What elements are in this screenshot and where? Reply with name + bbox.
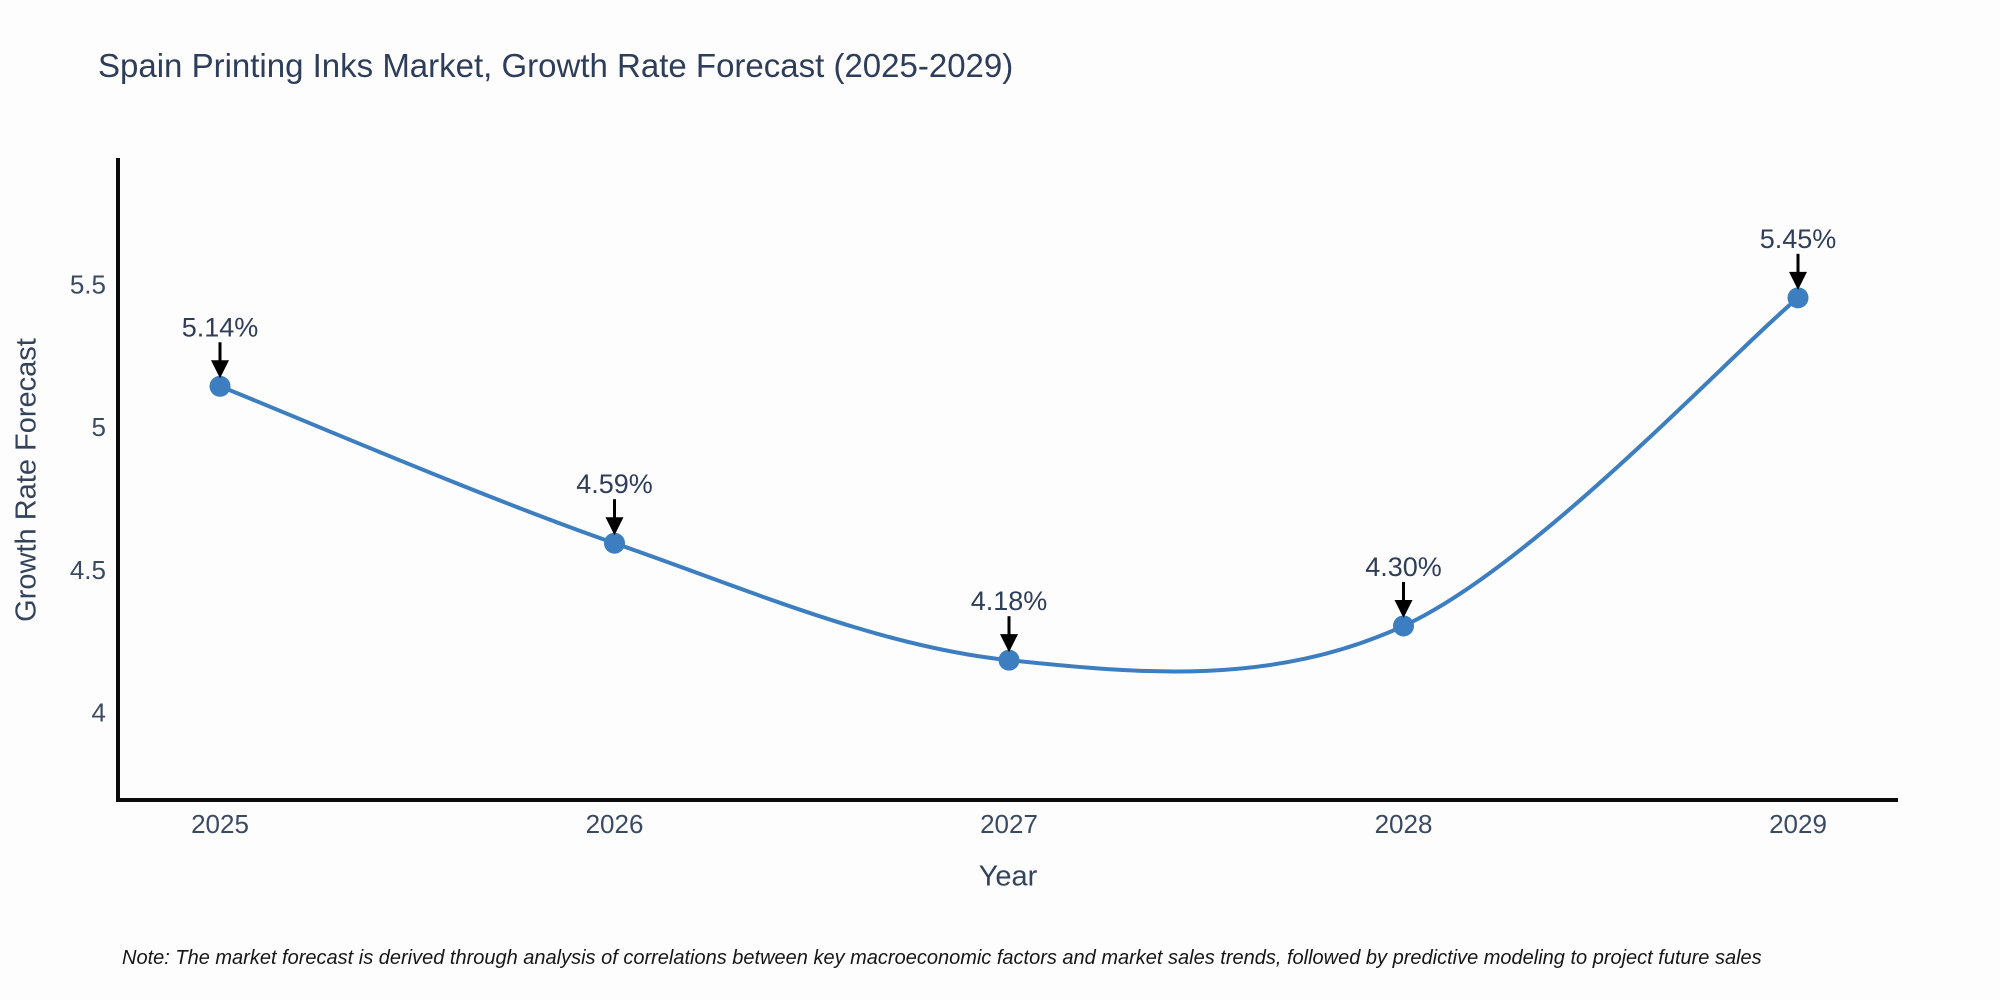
x-tick-label: 2028 xyxy=(1375,809,1433,839)
x-tick-label: 2029 xyxy=(1769,809,1827,839)
point-value-label: 4.18% xyxy=(971,586,1048,616)
x-axis-ticks: 2025 2026 2027 2028 2029 xyxy=(191,809,1827,839)
annotation-arrowhead xyxy=(1000,634,1018,653)
data-point-marker xyxy=(1787,287,1809,309)
data-point-marker xyxy=(1393,615,1414,637)
annotation-arrowhead xyxy=(605,517,624,536)
point-value-label: 4.59% xyxy=(576,469,653,499)
y-axis-ticks: 4 4.5 5 5.5 xyxy=(70,270,106,728)
y-tick-label: 4 xyxy=(92,698,106,728)
footnote: Note: The market forecast is derived thr… xyxy=(122,947,1762,969)
annotation-arrowhead xyxy=(1394,599,1413,618)
data-point-markers xyxy=(209,287,1809,671)
point-value-label: 5.14% xyxy=(182,312,259,342)
x-axis-title: Year xyxy=(978,860,1038,893)
annotation-arrowhead xyxy=(211,360,229,379)
x-tick-label: 2027 xyxy=(980,809,1038,839)
data-point-marker xyxy=(209,375,231,397)
y-axis-title: Growth Rate Forecast xyxy=(10,338,43,622)
chart-title: Spain Printing Inks Market, Growth Rate … xyxy=(98,47,1014,84)
data-point-marker xyxy=(998,649,1020,671)
y-tick-label: 5.5 xyxy=(70,270,106,300)
data-point-marker xyxy=(604,532,625,554)
annotations: 5.14% 4.59% 4.18% 4.30% 5.45% xyxy=(182,224,1837,653)
axes-spines xyxy=(116,158,1898,802)
x-tick-label: 2026 xyxy=(586,809,644,839)
y-tick-label: 5 xyxy=(92,412,106,442)
point-value-label: 5.45% xyxy=(1760,224,1837,254)
y-tick-label: 4.5 xyxy=(70,555,106,585)
point-value-label: 4.30% xyxy=(1365,552,1442,582)
x-tick-label: 2025 xyxy=(191,809,249,839)
annotation-arrowhead xyxy=(1789,271,1807,290)
